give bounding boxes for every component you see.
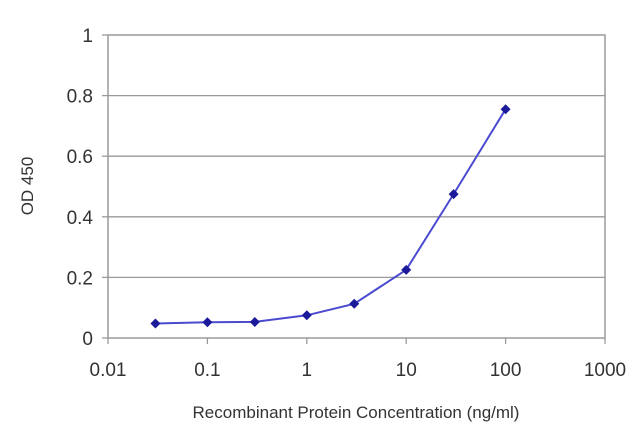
x-tick-label-4: 100 (490, 360, 522, 381)
x-tick-label-5: 1000 (584, 360, 626, 381)
x-tick-label-1: 0.1 (194, 360, 220, 381)
gridlines (108, 94, 605, 279)
data-point-1 (202, 317, 213, 328)
x-tick-label-2: 1 (302, 360, 313, 381)
data-point-0 (150, 318, 161, 329)
data-point-7 (500, 104, 511, 115)
x-tick-label-0: 0.01 (90, 360, 127, 381)
y-tick-label-1: 0.2 (67, 268, 93, 289)
y-axis-label: OD 450 (18, 157, 37, 216)
data-point-2 (249, 316, 260, 327)
y-tick-label-3: 0.6 (67, 147, 93, 168)
series-line-0 (155, 108, 507, 325)
y-axis-ticks: 0 0.2 0.4 0.6 0.8 1 (67, 26, 108, 350)
series-group (150, 104, 511, 329)
data-point-6 (448, 189, 459, 200)
y-tick-label-0: 0 (82, 329, 93, 350)
plot-area (107, 34, 606, 339)
y-tick-label-2: 0.4 (67, 208, 94, 229)
x-tick-label-3: 10 (396, 360, 417, 381)
y-tick-label-4: 0.8 (67, 87, 93, 108)
x-axis-ticks: 0.01 0.1 1 10 100 1000 (90, 338, 626, 381)
y-tick-label-5: 1 (82, 26, 93, 47)
data-point-3 (301, 310, 312, 321)
x-axis-label: Recombinant Protein Concentration (ng/ml… (193, 403, 520, 422)
data-point-5 (401, 264, 412, 275)
data-point-4 (349, 298, 360, 309)
